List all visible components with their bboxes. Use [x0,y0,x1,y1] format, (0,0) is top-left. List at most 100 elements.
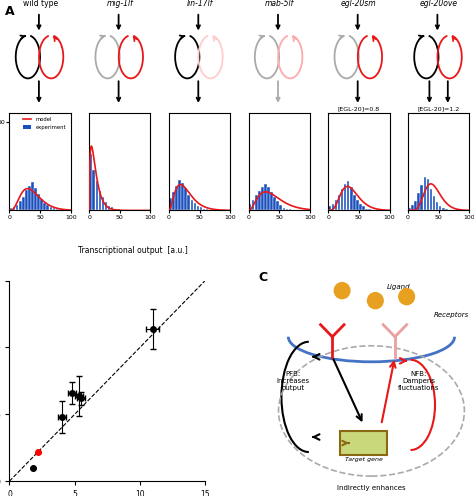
Bar [193,203,196,210]
Bar [362,206,365,210]
Bar [436,202,438,210]
Bar [289,209,291,210]
Bar [200,207,202,210]
Circle shape [399,289,414,305]
Bar [359,204,362,210]
Bar [270,192,273,210]
Bar [188,195,190,210]
Bar [37,193,40,210]
Bar [31,183,34,210]
Bar [44,202,46,210]
Bar [356,200,359,210]
Bar [442,208,445,210]
Text: NFB:
Dampens
fluctuations: NFB: Dampens fluctuations [398,371,439,391]
Bar [117,209,119,210]
Text: C: C [258,271,267,284]
Bar [99,191,101,210]
Bar [350,186,353,210]
Bar [114,209,117,210]
Text: egl-20ove: egl-20ove [419,0,458,8]
Bar [252,200,255,210]
Bar [191,200,193,210]
Text: egl-20sm: egl-20sm [341,0,377,8]
Bar [34,188,37,210]
Text: PFB:
Increases
output: PFB: Increases output [277,371,310,391]
Text: Receptors: Receptors [434,311,469,318]
Text: lin-17lf: lin-17lf [186,0,213,8]
Text: mab-5lf: mab-5lf [264,0,294,8]
Bar [408,208,411,210]
Bar [439,206,441,210]
Bar [280,205,282,210]
Bar [276,201,279,210]
Bar [427,180,429,210]
Bar [341,189,343,210]
Bar [92,170,95,210]
Bar [255,194,257,210]
Bar [169,198,172,210]
Bar [40,199,43,210]
Bar [347,181,349,210]
Text: mig-1lf: mig-1lf [107,0,133,8]
Bar [420,185,423,210]
Bar [50,207,52,210]
Bar [197,206,199,210]
FancyBboxPatch shape [340,431,387,455]
Bar [184,188,187,210]
Bar [414,200,417,210]
Bar [28,186,31,210]
Bar [9,208,12,210]
Text: Transcriptional output  [a.u.]: Transcriptional output [a.u.] [78,246,188,254]
Bar [13,207,15,210]
Bar [328,206,331,210]
Bar [111,207,113,210]
Bar [172,192,175,210]
Bar [25,190,27,210]
Bar [283,208,285,210]
Bar [90,154,92,210]
Bar [261,186,264,210]
Bar [423,177,426,210]
Bar [258,190,261,210]
Bar [203,209,205,210]
Bar [411,205,414,210]
Circle shape [334,283,350,299]
Bar [22,197,25,210]
Bar [365,209,368,210]
Title: [EGL-20]=0.8: [EGL-20]=0.8 [338,106,380,111]
Circle shape [367,293,383,309]
Bar [175,186,178,210]
Bar [206,209,209,210]
Bar [285,209,288,210]
Text: Indirectly enhances: Indirectly enhances [337,485,406,491]
Bar [101,197,104,210]
Bar [55,209,58,210]
Title: [EGL-20]=1.2: [EGL-20]=1.2 [418,106,460,111]
Bar [108,205,110,210]
Bar [105,202,107,210]
Bar [96,182,98,210]
Bar [53,208,55,210]
Bar [418,193,420,210]
Bar [368,209,371,210]
Bar [46,205,49,210]
Bar [249,204,251,210]
Bar [433,196,435,210]
Legend: model, experiment: model, experiment [21,115,68,132]
Bar [353,194,356,210]
Text: Target gene: Target gene [345,457,383,462]
Bar [182,184,184,210]
Bar [337,194,340,210]
Text: wild type: wild type [23,0,58,8]
Bar [445,209,447,210]
Bar [264,184,267,210]
Bar [429,189,432,210]
Bar [59,209,61,210]
Bar [16,205,18,210]
Bar [19,201,21,210]
Bar [344,184,346,210]
Text: A: A [5,5,14,18]
Bar [331,204,334,210]
Bar [267,186,270,210]
Bar [178,180,181,210]
